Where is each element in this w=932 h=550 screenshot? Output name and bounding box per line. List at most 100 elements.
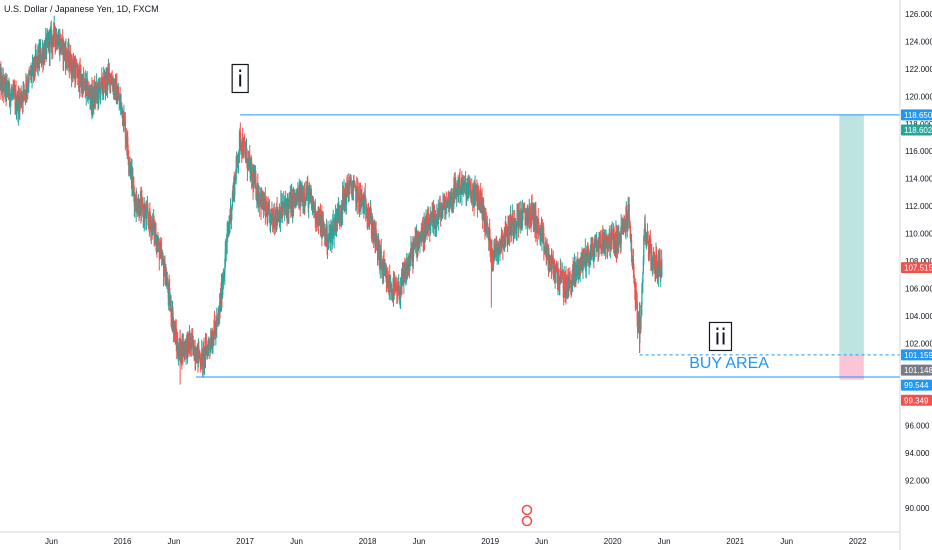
x-tick-label: Jun	[413, 537, 426, 546]
y-tick-label: 96.000	[905, 422, 930, 431]
candle-body	[459, 179, 461, 194]
event-marker-icon[interactable]	[521, 504, 533, 527]
candle-body	[368, 214, 370, 219]
y-tick-label: 90.000	[905, 504, 930, 513]
y-tick-label: 122.000	[905, 65, 932, 74]
candle-body	[269, 208, 271, 216]
candle-body	[76, 63, 78, 78]
candle-body	[540, 230, 542, 243]
candle-body	[196, 349, 198, 363]
candle-body	[216, 318, 218, 320]
candle-body	[124, 122, 127, 140]
candle-body	[463, 182, 465, 193]
candle-body	[357, 186, 359, 199]
candle-body	[117, 95, 119, 100]
badge-107515-text: 107.515	[904, 264, 932, 273]
candle-body	[3, 79, 5, 92]
badge-101159-text: 101.159	[904, 351, 932, 360]
candle-body	[61, 38, 63, 49]
candle-body	[643, 235, 645, 262]
candle-body	[25, 81, 28, 92]
candle-body	[162, 255, 164, 262]
candle-body	[481, 197, 483, 218]
candle-body	[139, 199, 141, 216]
chart-title: U.S. Dollar / Japanese Yen, 1D, FXCM	[4, 4, 159, 14]
candle-body	[661, 258, 663, 278]
candle-body	[560, 268, 562, 281]
candle-body	[326, 225, 328, 248]
candle-body	[307, 185, 309, 190]
badge-118602	[901, 124, 932, 136]
x-tick-label: 2016	[114, 537, 132, 546]
y-tick-label: 118.000	[905, 120, 932, 129]
candle-body	[359, 193, 361, 208]
badge-118602-text: 118.602	[904, 126, 932, 135]
badge-118650	[901, 109, 932, 121]
badge-118650-text: 118.650	[904, 111, 932, 120]
x-tick-label: 2020	[604, 537, 622, 546]
candle-body	[655, 254, 658, 274]
y-tick-label: 106.000	[905, 284, 932, 293]
candle-body	[631, 250, 633, 258]
badge-99544	[901, 379, 932, 391]
label-i: i	[237, 67, 243, 92]
candle-body	[288, 200, 290, 214]
candle-body	[433, 210, 435, 227]
y-tick-label: 92.000	[905, 477, 930, 486]
candle-body	[201, 351, 203, 353]
candle-body	[474, 189, 476, 206]
candle-body	[303, 193, 306, 203]
y-tick-label: 108.000	[905, 257, 932, 266]
candle-body	[237, 157, 240, 163]
y-tick-label: 104.000	[905, 312, 932, 321]
candle-body	[422, 227, 424, 241]
candle-body	[23, 84, 25, 91]
candle-body	[606, 237, 608, 251]
candle-body	[32, 62, 34, 71]
candle-body	[144, 212, 146, 218]
y-tick-label: 102.000	[905, 339, 932, 348]
candle-body	[468, 185, 471, 187]
badge-107515	[901, 262, 932, 274]
time-axis[interactable]: Jun 2016 Jun 2017 Jun 2018 Jun 2019 Jun 2020 Jun 20…	[45, 537, 867, 546]
candle-body	[425, 227, 427, 229]
price-axis[interactable]: 126.000 124.000 122.000 120.000 118.000 116.0…	[905, 10, 932, 513]
candle-body	[510, 226, 513, 236]
candle-body	[529, 205, 531, 219]
candle-body	[56, 35, 58, 48]
candle-body	[642, 261, 644, 273]
candle-body	[298, 190, 300, 207]
target-zone[interactable]	[839, 114, 864, 355]
candle-body	[632, 259, 635, 267]
candle-body	[636, 301, 638, 319]
candle-body	[159, 252, 161, 260]
badge-101148-text: 101.148	[904, 366, 932, 375]
candle-body	[259, 196, 261, 206]
x-tick-label: Jun	[535, 537, 548, 546]
candle-body	[386, 276, 389, 288]
buy-area-label: BUY AREA	[689, 355, 769, 372]
candle-body	[601, 235, 603, 252]
candle-body	[564, 278, 566, 292]
candle-body	[625, 214, 627, 228]
candle-body	[647, 231, 649, 242]
candle-body	[588, 257, 590, 265]
stop-zone[interactable]	[839, 354, 864, 380]
candle-body	[6, 82, 8, 96]
candle-body	[635, 290, 637, 299]
candle-body	[146, 211, 148, 219]
candle-body	[273, 215, 275, 227]
candle-body	[598, 240, 600, 255]
candle-body	[164, 261, 166, 284]
candle-body	[350, 178, 352, 188]
candle-body	[202, 348, 204, 367]
candle-body	[628, 204, 630, 222]
candle-body	[599, 233, 602, 246]
candle-body	[500, 238, 503, 249]
candle-body	[314, 202, 316, 221]
candle-body	[10, 95, 12, 97]
candle-body	[439, 203, 441, 210]
y-tick-label: 126.000	[905, 10, 932, 19]
candle-body	[654, 258, 656, 270]
